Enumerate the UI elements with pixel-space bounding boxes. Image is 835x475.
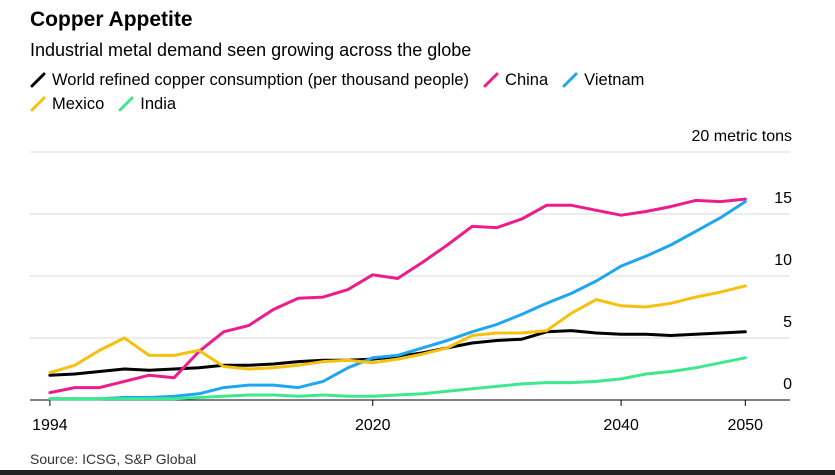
x-tick-label: 2040 xyxy=(603,417,639,434)
legend-swatch xyxy=(562,72,578,88)
legend-label: World refined copper consumption (per th… xyxy=(52,70,470,89)
legend-stroke xyxy=(118,96,134,112)
legend-swatch xyxy=(30,96,46,112)
legend-label: Vietnam xyxy=(584,70,645,89)
chart-subtitle: Industrial metal demand seen growing acr… xyxy=(30,40,471,60)
legend-label: China xyxy=(505,70,549,89)
legend-stroke xyxy=(562,72,578,88)
x-tick-label: 2050 xyxy=(727,417,763,434)
series-line xyxy=(48,197,747,395)
legend-stroke xyxy=(30,96,46,112)
source: Source: ICSG, S&P Global xyxy=(30,451,196,467)
y-tick-label: 20 metric tons xyxy=(692,128,792,145)
legend-swatch xyxy=(30,72,46,88)
legend-item: Vietnam xyxy=(562,70,644,90)
y-tick-label: 10 xyxy=(774,252,792,269)
y-tick-label: 15 xyxy=(774,190,792,207)
bottom-bar xyxy=(0,470,835,475)
legend-label: India xyxy=(140,94,177,113)
series-line xyxy=(48,200,747,401)
chart-title: Copper Appetite xyxy=(30,8,193,31)
legend: World refined copper consumption (per th… xyxy=(30,70,730,114)
legend-item: World refined copper consumption (per th… xyxy=(30,70,469,90)
y-tick-label: 5 xyxy=(783,314,792,331)
series-line xyxy=(48,356,747,401)
legend-swatch xyxy=(483,72,499,88)
legend-stroke xyxy=(483,72,499,88)
series-line xyxy=(48,284,747,375)
legend-label: Mexico xyxy=(52,94,105,113)
legend-stroke xyxy=(30,72,46,88)
legend-swatch xyxy=(118,96,134,112)
legend-item: India xyxy=(118,94,176,114)
legend-item: China xyxy=(483,70,548,90)
series-line xyxy=(48,329,747,377)
x-tick-label: 1994 xyxy=(32,417,68,434)
legend-item: Mexico xyxy=(30,94,104,114)
x-tick-label: 2020 xyxy=(355,417,391,434)
y-tick-label: 0 xyxy=(783,376,792,393)
